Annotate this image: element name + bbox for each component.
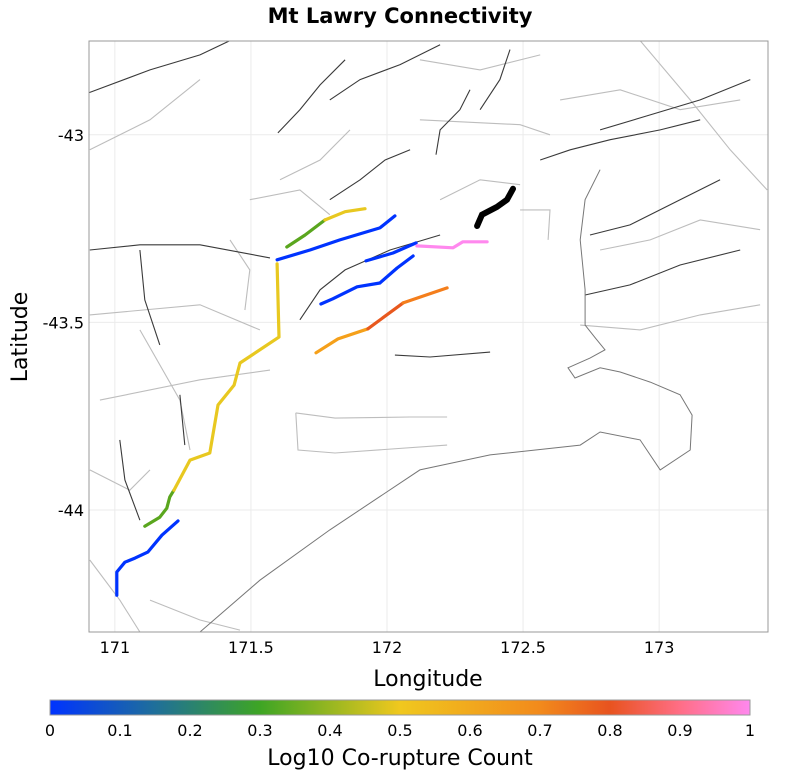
background-fault-trace xyxy=(329,149,411,201)
colorbar-tick-label: 0.4 xyxy=(317,721,342,740)
co-rupture-section xyxy=(172,262,281,492)
co-rupture-section xyxy=(401,286,449,305)
background-fault-trace xyxy=(89,244,271,259)
background-fault-trace xyxy=(329,44,441,101)
colorbar-tick-label: 1 xyxy=(745,721,755,740)
background-fault-trace xyxy=(599,79,751,131)
background-fault-trace xyxy=(89,469,151,491)
background-fault-trace xyxy=(249,189,331,216)
y-tick-label: -43 xyxy=(58,126,84,145)
colorbar-tick-label: 0.1 xyxy=(107,721,132,740)
background-fault-trace xyxy=(99,369,271,401)
background-fault-trace xyxy=(520,209,551,240)
coastline xyxy=(199,169,693,632)
background-fault-trace xyxy=(229,239,251,311)
background-fault-trace xyxy=(580,304,761,331)
colorbar-tick-label: 0.8 xyxy=(597,721,622,740)
colorbar xyxy=(49,699,751,716)
colorbar-tick-label: 0 xyxy=(45,721,55,740)
background-fault-trace xyxy=(599,219,761,251)
y-tick-label: -43.5 xyxy=(43,313,84,332)
colorbar-tick-label: 0.2 xyxy=(177,721,202,740)
co-rupture-section xyxy=(366,301,405,331)
x-tick-label: 173 xyxy=(644,638,675,657)
background-fault-trace xyxy=(394,351,491,358)
background-fault-trace xyxy=(479,49,511,111)
x-tick-labels: 171 171.5 172 172.5 173 xyxy=(100,638,675,657)
co-rupture-section xyxy=(143,488,176,528)
co-rupture-section xyxy=(275,214,397,262)
background-fault-trace xyxy=(560,89,741,111)
x-axis-label: Longitude xyxy=(373,667,482,692)
source-fault-section xyxy=(474,185,516,229)
colorbar-tick-label: 0.3 xyxy=(247,721,272,740)
background-fault-trace xyxy=(279,129,351,181)
background-fault-trace xyxy=(584,249,741,296)
background-fault-trace xyxy=(299,234,441,321)
grid-lines xyxy=(89,41,768,632)
background-fault-trace xyxy=(119,439,141,521)
chart-title: Mt Lawry Connectivity xyxy=(268,4,533,28)
background-fault-trace xyxy=(295,412,448,454)
x-tick-label: 172 xyxy=(372,638,403,657)
co-rupture-section xyxy=(364,241,418,263)
background-faults xyxy=(89,41,768,632)
colorbar-tick-label: 0.9 xyxy=(667,721,692,740)
background-fault-trace xyxy=(419,119,551,136)
y-tick-label: -44 xyxy=(58,501,84,520)
background-fault-trace xyxy=(419,54,541,71)
background-fault-trace xyxy=(149,599,241,631)
background-fault-trace xyxy=(589,179,721,236)
background-fault-trace xyxy=(89,79,201,151)
background-fault-trace xyxy=(439,179,521,201)
co-rupture-section xyxy=(115,519,180,597)
background-fault-trace xyxy=(435,89,471,155)
co-rupture-section xyxy=(285,218,327,249)
background-fault-trace xyxy=(89,304,261,331)
background-fault-trace xyxy=(179,394,186,446)
background-fault-trace xyxy=(277,59,346,134)
x-tick-label: 171 xyxy=(100,638,131,657)
co-rupture-section xyxy=(323,207,367,222)
plot-frame xyxy=(88,40,769,633)
y-tick-labels: -43 -43.5 -44 xyxy=(43,126,84,520)
co-rupture-section xyxy=(314,327,370,355)
background-fault-trace xyxy=(89,41,231,94)
y-axis-label: Latitude xyxy=(8,292,33,383)
colorbar-tick-labels: 0 0.1 0.2 0.3 0.4 0.5 0.6 0.7 0.8 0.9 1 xyxy=(45,721,755,740)
x-tick-label: 171.5 xyxy=(228,638,274,657)
background-fault-trace xyxy=(139,249,161,346)
colorbar-tick-label: 0.7 xyxy=(527,721,552,740)
background-fault-trace xyxy=(89,559,141,632)
colorbar-tick-label: 0.5 xyxy=(387,721,412,740)
background-fault-trace xyxy=(540,119,701,161)
x-tick-label: 172.5 xyxy=(500,638,546,657)
co-rupture-sections xyxy=(115,185,516,597)
co-rupture-section xyxy=(415,240,489,250)
background-fault-trace xyxy=(295,412,448,419)
background-fault-trace xyxy=(639,41,768,191)
colorbar-tick-label: 0.6 xyxy=(457,721,482,740)
colorbar-label: Log10 Co-rupture Count xyxy=(267,746,533,771)
co-rupture-section xyxy=(319,254,415,306)
